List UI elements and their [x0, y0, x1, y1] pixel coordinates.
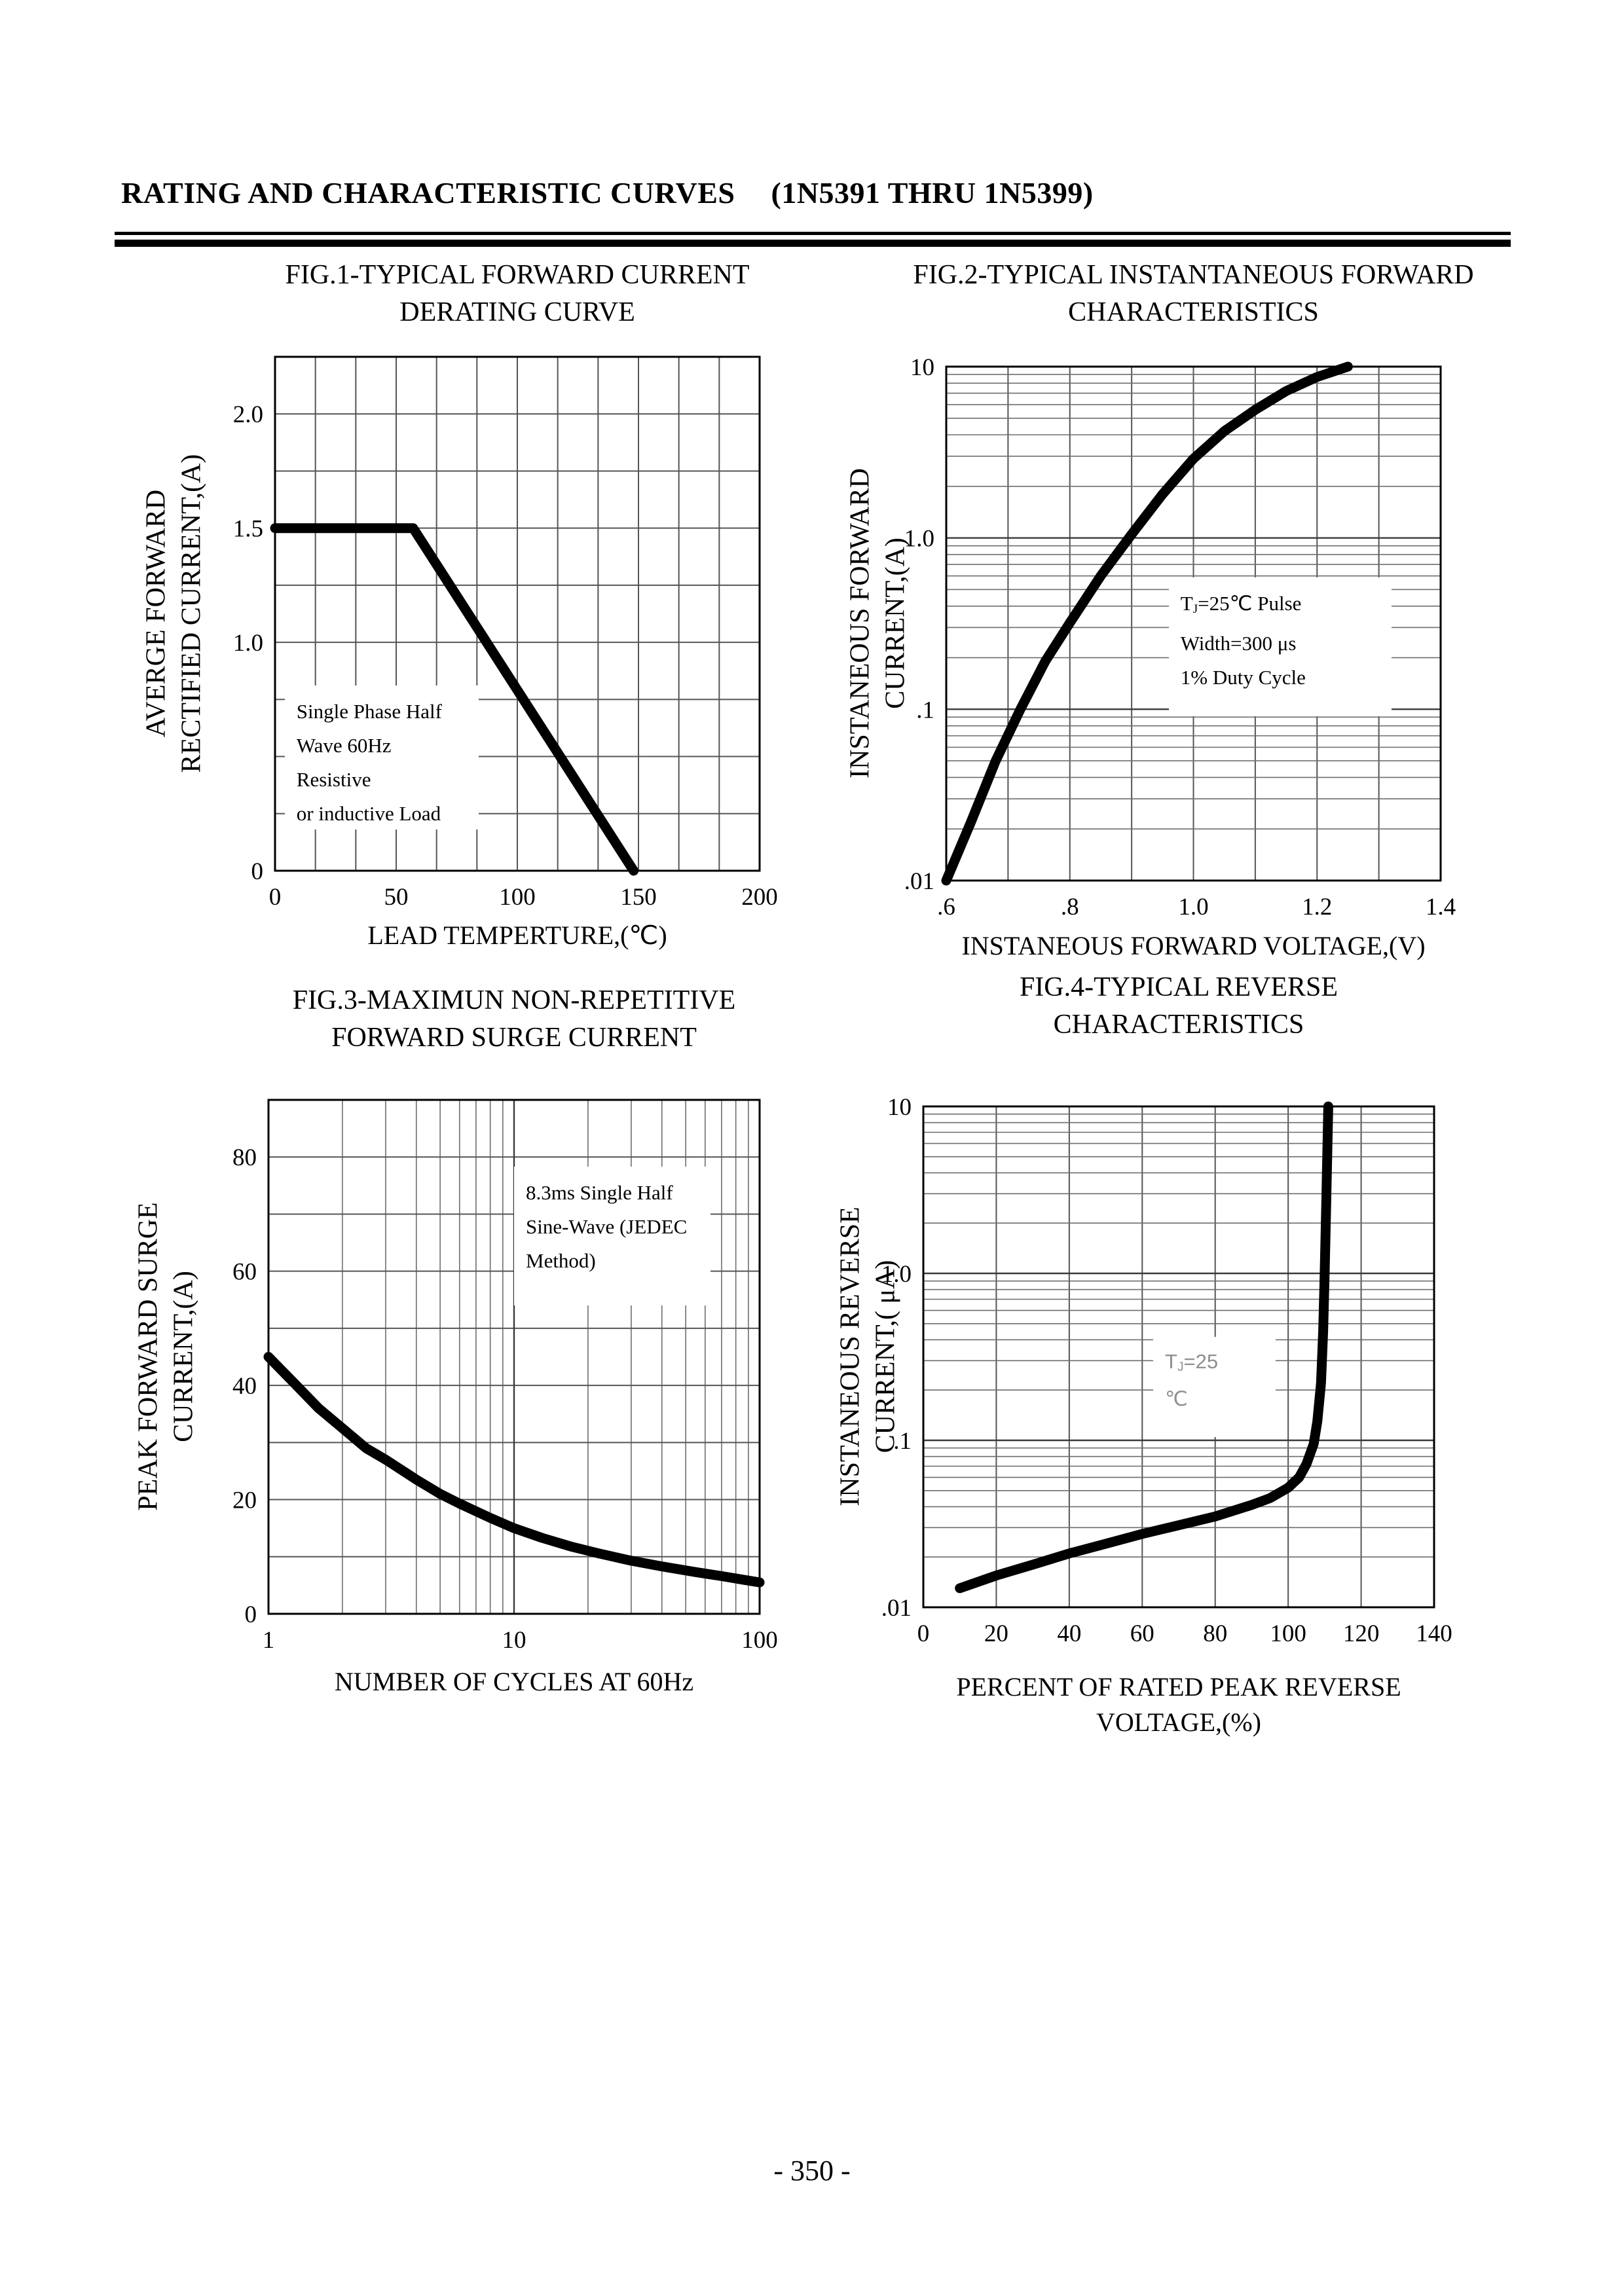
figure-1-plot: 0 50 100 150 200 2.0 1.5 1.0 0	[233, 355, 778, 911]
fig1-annotation: Single Phase Half Wave 60Hz Resistive or i…	[284, 685, 479, 830]
svg-text:1.0: 1.0	[233, 630, 263, 657]
svg-text:100: 100	[741, 1627, 778, 1654]
svg-text:.01: .01	[904, 868, 934, 895]
figure-4-plot: 0 20 40 60 80 100 120 140 10 1.0 .1 .01	[881, 1094, 1452, 1647]
page-number: - 350 -	[773, 2155, 851, 2187]
svg-text:0: 0	[269, 884, 282, 911]
fig2-annotation: TJ=25℃ Pulse Width=300 μs 1% Duty Cycle	[1168, 577, 1392, 716]
svg-text:120: 120	[1343, 1620, 1380, 1647]
svg-text:40: 40	[232, 1373, 257, 1400]
svg-text:1.0: 1.0	[904, 526, 934, 553]
svg-text:20: 20	[984, 1620, 1008, 1647]
header-title: RATING AND CHARACTERISTIC CURVES	[121, 176, 735, 210]
svg-text:.1: .1	[893, 1428, 912, 1455]
svg-text:60: 60	[1130, 1620, 1154, 1647]
svg-text:1.0: 1.0	[881, 1261, 912, 1288]
svg-text:2.0: 2.0	[233, 401, 263, 428]
figure-4-x-axis-label: PERCENT OF RATED PEAK REVERSE VOLTAGE,(%…	[956, 1672, 1401, 1737]
header-part-range: (1N5391 THRU 1N5399)	[771, 176, 1094, 210]
instantaneous-reverse-curve	[955, 1101, 1333, 1594]
figure-1: FIG.1-TYPICAL FORWARD CURRENT DERATING C…	[121, 255, 825, 972]
svg-text:140: 140	[1416, 1620, 1452, 1647]
svg-text:60: 60	[232, 1259, 257, 1286]
svg-text:40: 40	[1057, 1620, 1081, 1647]
svg-text:10: 10	[887, 1094, 912, 1121]
fig4-annotation: TJ=25 ℃	[1153, 1336, 1276, 1437]
figure-2: FIG.2-TYPICAL INSTANTANEOUS FORWARD CHAR…	[828, 255, 1532, 982]
svg-text:150: 150	[620, 884, 657, 911]
fig3-annotation: 8.3ms Single Half Sine-Wave (JEDEC Method)	[514, 1167, 710, 1305]
figure-3-title: FIG.3-MAXIMUN NON-REPETITIVE FORWARD SUR…	[292, 985, 736, 1053]
figure-1-title: FIG.1-TYPICAL FORWARD CURRENT DERATING C…	[285, 260, 750, 327]
instantaneous-forward-curve	[941, 361, 1353, 886]
svg-text:0: 0	[251, 858, 264, 885]
svg-text:100: 100	[1270, 1620, 1306, 1647]
figure-3-plot: 1 10 100 80 60 40 20 0	[232, 1099, 778, 1654]
svg-text:.8: .8	[1061, 894, 1079, 920]
page-header: RATING AND CHARACTERISTIC CURVES (1N5391 …	[121, 175, 1094, 210]
svg-text:.1: .1	[916, 697, 934, 723]
figure-2-x-axis-label: INSTANEOUS FORWARD VOLTAGE,(V)	[961, 931, 1426, 960]
figure-4-title: FIG.4-TYPICAL REVERSE CHARACTERISTICS	[1019, 972, 1338, 1040]
peak-forward-surge-curve	[263, 1352, 765, 1588]
figure-4: FIG.4-TYPICAL REVERSE CHARACTERISTICS IN…	[828, 962, 1532, 1781]
figure-1-x-axis-label: LEAD TEMPERTURE,(℃)	[367, 920, 667, 950]
svg-text:1.2: 1.2	[1302, 894, 1332, 920]
svg-text:50: 50	[384, 884, 409, 911]
svg-text:80: 80	[1203, 1620, 1227, 1647]
svg-text:10: 10	[910, 354, 934, 381]
svg-text:1: 1	[263, 1627, 275, 1654]
svg-text:80: 80	[232, 1144, 257, 1171]
forward-current-derating-curve	[270, 523, 639, 876]
svg-text:1.5: 1.5	[233, 516, 263, 543]
svg-text:0: 0	[245, 1601, 257, 1628]
header-rule-thin	[115, 232, 1511, 235]
header-rule-thick	[115, 240, 1511, 247]
svg-text:200: 200	[741, 884, 778, 911]
svg-text:100: 100	[499, 884, 536, 911]
svg-text:1.4: 1.4	[1426, 894, 1456, 920]
figure-3-x-axis-label: NUMBER OF CYCLES AT 60Hz	[334, 1667, 694, 1696]
svg-text:0: 0	[917, 1620, 930, 1647]
svg-text:1.0: 1.0	[1178, 894, 1208, 920]
svg-text:.01: .01	[881, 1595, 912, 1622]
svg-text:.6: .6	[937, 894, 955, 920]
svg-text:10: 10	[502, 1627, 526, 1654]
svg-text:20: 20	[232, 1487, 257, 1514]
figure-3: FIG.3-MAXIMUN NON-REPETITIVE FORWARD SUR…	[115, 975, 825, 1722]
figure-2-title: FIG.2-TYPICAL INSTANTANEOUS FORWARD CHAR…	[913, 260, 1474, 327]
